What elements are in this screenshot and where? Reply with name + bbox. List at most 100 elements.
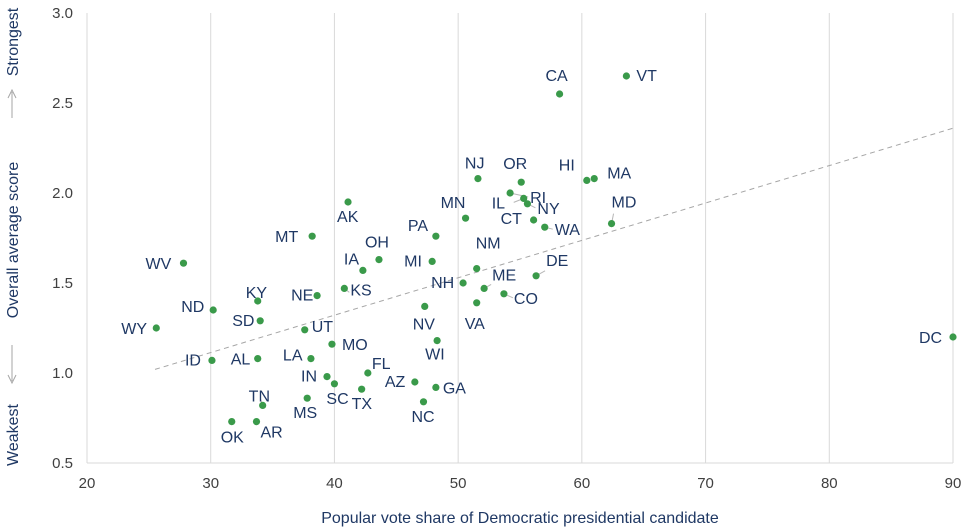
data-point-wi [433,337,441,345]
point-label-wv: WV [145,256,171,273]
point-label-ok: OK [221,430,244,447]
data-point-wv [179,259,188,267]
point-label-ne: NE [291,288,313,305]
point-label-mi: MI [404,253,422,270]
point-label-dc: DC [919,330,942,347]
y-tick-label: 2.0 [52,185,73,202]
data-point-md [607,220,616,228]
point-label-ca: CA [545,68,568,85]
data-point-tx [358,385,366,393]
data-point-ri [506,189,514,197]
y-axis-title-high: Strongest [5,7,22,76]
point-label-nv: NV [413,316,436,333]
data-point-in [323,373,331,381]
y-tick-label: 2.5 [52,95,73,112]
point-label-mn: MN [441,195,466,212]
x-tick-label: 80 [821,475,838,492]
point-label-al: AL [231,352,251,369]
point-label-oh: OH [365,235,389,252]
point-label-nc: NC [412,409,435,426]
point-label-ks: KS [350,282,371,299]
data-point-ks [340,284,348,292]
axes: 20 30 40 50 60 70 80 90 0.5 1.0 1.5 2.0 2.5 3.0 [52,5,961,492]
data-point-vt [622,72,630,80]
point-label-nd: ND [181,299,204,316]
data-point-il [520,194,528,202]
point-label-ia: IA [344,251,359,268]
data-point-nm [473,265,481,273]
point-label-pa: PA [408,218,428,235]
x-tick-label: 40 [326,475,343,492]
point-label-ak: AK [337,209,359,226]
data-point-oh [375,256,383,264]
point-label-sc: SC [326,391,348,408]
y-axis-arrow-up-head [7,88,17,99]
x-tick-label: 70 [697,475,714,492]
point-label-wa: WA [555,222,581,239]
y-axis-title-low: Weakest [5,403,22,466]
x-tick-label: 60 [574,475,591,492]
data-point-ak [344,198,352,206]
data-point-nh [459,279,467,287]
data-point-va [473,299,481,307]
data-point-ct [530,216,538,224]
point-label-or: OR [503,156,527,173]
point-label-tn: TN [249,388,270,405]
y-tick-label: 3.0 [52,5,73,22]
point-label-ut: UT [312,319,334,336]
data-point-ky [254,297,262,305]
data-point-ut [301,326,309,334]
x-tick-label: 50 [450,475,467,492]
data-point-mi [428,257,436,265]
point-label-vt: VT [636,68,657,85]
trendline [154,127,954,370]
data-points [152,72,957,426]
y-tick-label: 1.0 [52,365,73,382]
point-label-nh: NH [431,275,454,292]
data-point-pa [432,232,440,240]
point-label-hi: HI [559,157,575,174]
point-label-mo: MO [342,337,368,354]
data-point-ia [359,266,367,274]
data-point-ma [590,175,598,183]
point-label-ct: CT [501,211,523,228]
data-point-nv [421,302,429,310]
data-point-mn [461,214,470,222]
data-point-ny [523,200,532,208]
data-point-ne [313,292,321,300]
point-label-ri: RI [530,190,546,207]
point-label-va: VA [465,316,485,333]
y-axis-title: Overall average score [5,162,22,319]
point-label-az: AZ [385,374,406,391]
data-point-ok [228,418,236,426]
data-point-la [307,355,315,363]
data-point-ga [432,383,440,391]
x-axis-title: Popular vote share of Democratic preside… [321,510,719,527]
point-label-ms: MS [293,405,317,422]
point-label-la: LA [283,348,303,365]
data-point-al [254,355,262,363]
data-point-hi [583,176,591,184]
point-label-de: DE [546,253,568,270]
point-label-id: ID [185,352,201,369]
data-point-az [411,378,419,386]
data-point-tn [259,401,267,409]
point-label-sd: SD [232,313,254,330]
data-point-mt [308,232,316,240]
data-point-nc [419,398,428,406]
data-point-wa [541,223,549,231]
point-label-fl: FL [372,356,391,373]
point-label-md: MD [612,195,637,212]
point-label-ny: NY [537,201,560,218]
y-axis-title-group: Strongest Overall average score Weakest [5,7,22,466]
data-point-dc [949,333,957,341]
data-point-mo [328,340,336,348]
point-label-co: CO [514,291,538,308]
data-point-nj [474,175,482,183]
point-label-ky: KY [246,285,268,302]
data-point-sd [256,317,264,325]
data-point-or [517,178,525,186]
point-label-wy: WY [121,321,147,338]
point-label-il: IL [492,195,505,212]
